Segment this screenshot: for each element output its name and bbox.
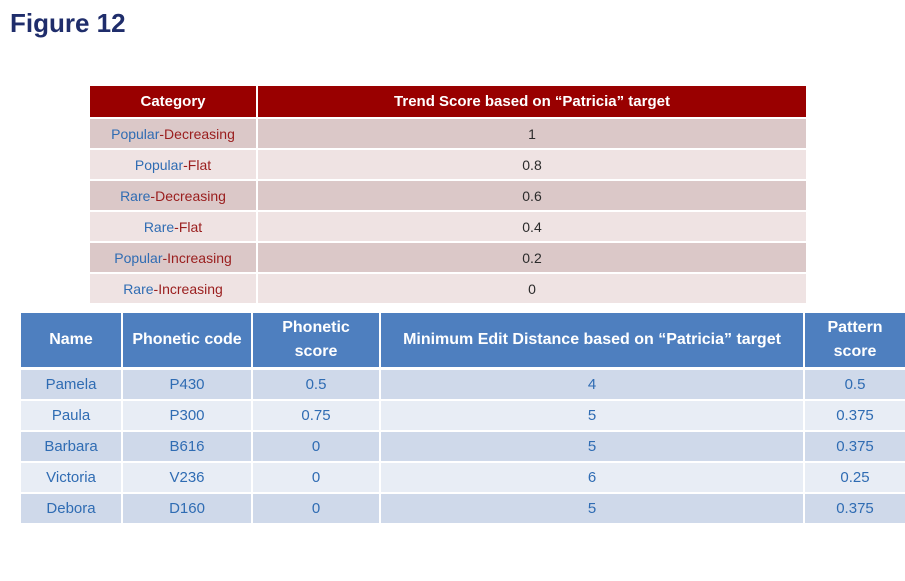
category-cell: Popular-Decreasing [90,119,258,150]
header-edit-distance: Minimum Edit Distance based on “Patricia… [381,313,805,370]
trend-score-cell: 0.4 [258,212,806,243]
phonetic-code-cell: B616 [123,432,253,463]
name-score-table: Name Phonetic code Phonetic score Minimu… [21,313,905,525]
trend-score-cell: 0 [258,274,806,305]
trend-row: Popular-Decreasing 1 [90,119,806,150]
name-cell: Victoria [21,463,123,494]
trend-label: Flat [178,218,203,235]
trend-score-cell: 0.2 [258,243,806,274]
name-row: Barbara B616 0 5 0.375 [21,432,905,463]
separator: - [174,218,179,235]
phonetic-code-cell: D160 [123,494,253,525]
phonetic-score-cell: 0.5 [253,370,381,401]
edit-distance-cell: 6 [381,463,805,494]
header-phonetic-score: Phonetic score [253,313,381,370]
category-cell: Popular-Increasing [90,243,258,274]
separator: - [183,156,188,173]
trend-row: Rare-Increasing 0 [90,274,806,305]
phonetic-score-cell: 0 [253,494,381,525]
edit-distance-cell: 5 [381,494,805,525]
category-cell: Popular-Flat [90,150,258,181]
trend-score-cell: 0.6 [258,181,806,212]
pattern-score-cell: 0.375 [805,401,905,432]
popularity-label: Popular [111,125,160,142]
trend-label: Flat [187,156,212,173]
header-pattern-score: Pattern score [805,313,905,370]
pattern-score-cell: 0.375 [805,432,905,463]
name-row: Pamela P430 0.5 4 0.5 [21,370,905,401]
popularity-label: Popular [114,249,163,266]
header-phonetic-code: Phonetic code [123,313,253,370]
separator: - [150,187,156,204]
trend-score-cell: 1 [258,119,806,150]
trend-row: Rare-Decreasing 0.6 [90,181,806,212]
phonetic-code-cell: P300 [123,401,253,432]
trend-label: Decreasing [155,187,226,204]
separator: - [153,280,159,297]
trend-score-cell: 0.8 [258,150,806,181]
trend-header-row: Category Trend Score based on “Patricia”… [90,86,806,119]
trend-label: Increasing [167,249,232,266]
header-name: Name [21,313,123,370]
pattern-score-cell: 0.25 [805,463,905,494]
phonetic-code-cell: V236 [123,463,253,494]
trend-row: Rare-Flat 0.4 [90,212,806,243]
trend-score-table: Category Trend Score based on “Patricia”… [90,86,806,305]
name-cell: Pamela [21,370,123,401]
category-cell: Rare-Increasing [90,274,258,305]
name-row: Debora D160 0 5 0.375 [21,494,905,525]
edit-distance-cell: 4 [381,370,805,401]
phonetic-score-cell: 0.75 [253,401,381,432]
popularity-label: Popular [134,156,184,173]
category-cell: Rare-Flat [90,212,258,243]
trend-row: Popular-Increasing 0.2 [90,243,806,274]
phonetic-score-cell: 0 [253,432,381,463]
header-category: Category [90,86,258,119]
pattern-score-cell: 0.375 [805,494,905,525]
edit-distance-cell: 5 [381,432,805,463]
trend-label: Increasing [158,280,223,297]
separator: - [162,249,168,266]
name-header-row: Name Phonetic code Phonetic score Minimu… [21,313,905,370]
trend-row: Popular-Flat 0.8 [90,150,806,181]
trend-label: Decreasing [164,125,235,142]
name-row: Victoria V236 0 6 0.25 [21,463,905,494]
header-trend-score: Trend Score based on “Patricia” target [258,86,806,119]
separator: - [159,125,165,142]
name-row: Paula P300 0.75 5 0.375 [21,401,905,432]
name-cell: Debora [21,494,123,525]
category-cell: Rare-Decreasing [90,181,258,212]
popularity-label: Rare [143,218,175,235]
pattern-score-cell: 0.5 [805,370,905,401]
edit-distance-cell: 5 [381,401,805,432]
popularity-label: Rare [120,187,151,204]
name-cell: Barbara [21,432,123,463]
phonetic-code-cell: P430 [123,370,253,401]
name-cell: Paula [21,401,123,432]
phonetic-score-cell: 0 [253,463,381,494]
popularity-label: Rare [123,280,154,297]
figure-title: Figure 12 [10,8,126,38]
